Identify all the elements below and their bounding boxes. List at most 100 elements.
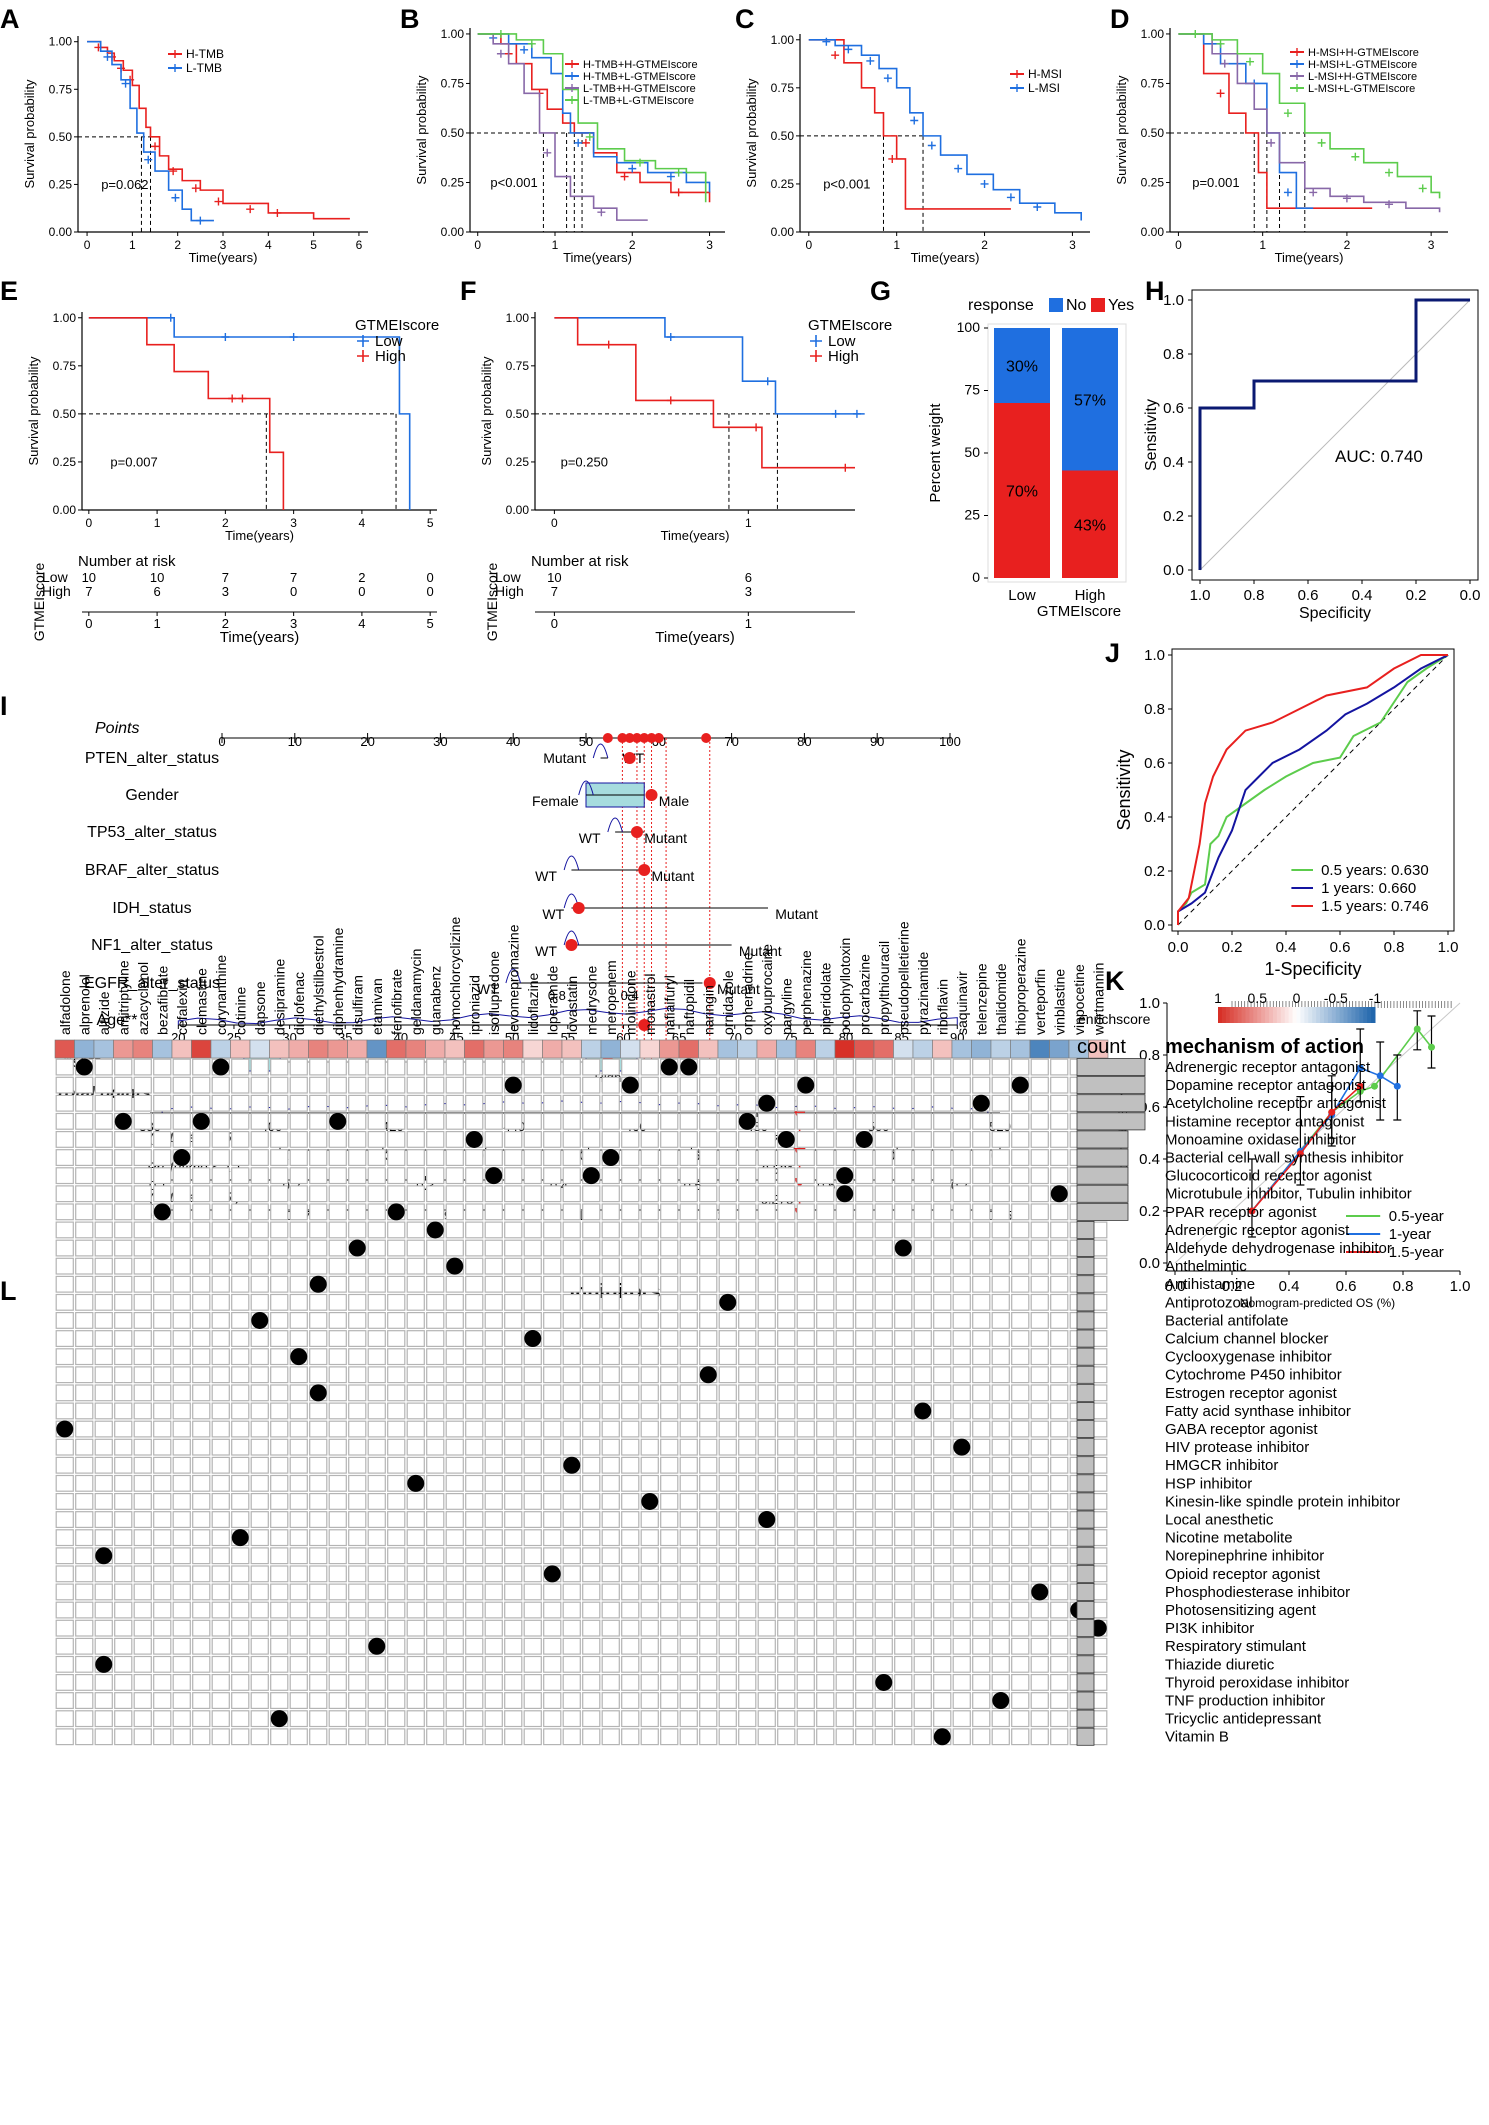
- grid-cell: [621, 1619, 640, 1637]
- grid-cell: [757, 1565, 776, 1583]
- grid-cell: [933, 1583, 952, 1601]
- mechanism-dot: [309, 1275, 327, 1293]
- grid-cell: [211, 1692, 230, 1709]
- points-label: Points: [95, 720, 139, 737]
- grid-cell: [465, 1456, 484, 1474]
- grid-cell: [991, 1130, 1010, 1148]
- grid-cell: [679, 1529, 698, 1547]
- censor-mark: [496, 49, 505, 58]
- grid-cell: [894, 1474, 913, 1492]
- grid-cell: [1050, 1167, 1069, 1185]
- grid-cell: [367, 1565, 386, 1583]
- grid-cell: [75, 1565, 94, 1583]
- points-tick-label: 70: [724, 734, 738, 749]
- grid-cell: [894, 1529, 913, 1547]
- grid-cell: [133, 1692, 152, 1709]
- grid-cell: [153, 1637, 172, 1655]
- grid-cell: [640, 1637, 659, 1655]
- enrich-cell: [1088, 1039, 1109, 1059]
- grid-cell: [679, 1185, 698, 1203]
- row-density-bump: [563, 930, 580, 946]
- count-bar: [1076, 1727, 1095, 1746]
- grid-cell: [367, 1420, 386, 1438]
- grid-cell: [55, 1112, 74, 1130]
- column-name: isoflupredone: [486, 951, 502, 1035]
- grid-cell: [660, 1076, 679, 1094]
- grid-cell: [484, 1529, 503, 1547]
- mechanism-title: mechanism of action: [1165, 1036, 1364, 1058]
- mechanism-dot: [563, 1456, 581, 1474]
- enrich-legend-cell: [1343, 1007, 1349, 1023]
- grid-cell: [660, 1655, 679, 1673]
- grid-cell: [465, 1710, 484, 1728]
- grid-cell: [816, 1583, 835, 1601]
- grid-cell: [562, 1185, 581, 1203]
- grid-cell: [75, 1094, 94, 1112]
- grid-cell: [211, 1655, 230, 1673]
- censor-mark: [1317, 138, 1326, 147]
- grid-cell: [738, 1366, 757, 1384]
- grid-cell: [270, 1094, 289, 1112]
- grid-cell: [855, 1203, 874, 1221]
- row-density-bump: [592, 743, 609, 759]
- grid-cell: [777, 1112, 796, 1130]
- grid-cell: [250, 1330, 269, 1347]
- grid-cell: [153, 1239, 172, 1257]
- row-selected-dot: [638, 864, 651, 876]
- grid-cell: [660, 1492, 679, 1510]
- grid-cell: [1030, 1601, 1049, 1619]
- risk-x-tick-label: 2: [222, 616, 229, 631]
- grid-cell: [211, 1710, 230, 1728]
- grid-cell: [250, 1456, 269, 1474]
- grid-cell: [523, 1275, 542, 1293]
- row-density-bump: [578, 780, 594, 796]
- grid-cell: [835, 1474, 854, 1492]
- grid-cell: [718, 1094, 737, 1112]
- grid-cell: [172, 1275, 191, 1293]
- grid-cell: [835, 1637, 854, 1655]
- grid-cell: [757, 1728, 776, 1746]
- grid-cell: [640, 1655, 659, 1673]
- p-value: p=0.001: [1192, 175, 1239, 190]
- grid-cell: [582, 1619, 601, 1637]
- column-name: riboflavin: [934, 979, 950, 1035]
- grid-cell: [660, 1330, 679, 1347]
- grid-cell: [952, 1112, 971, 1130]
- grid-cell: [504, 1293, 523, 1311]
- censor-mark: [289, 332, 298, 341]
- grid-cell: [211, 1221, 230, 1239]
- mechanism-dot: [524, 1330, 542, 1348]
- grid-cell: [289, 1149, 308, 1166]
- grid-cell: [933, 1420, 952, 1438]
- grid-cell: [133, 1456, 152, 1474]
- grid-cell: [640, 1094, 659, 1112]
- y-tick-label: 0.8: [1163, 346, 1184, 363]
- calib-curve-2: [1251, 1085, 1361, 1212]
- grid-cell: [348, 1456, 367, 1474]
- column-name: cefalexin: [174, 980, 190, 1035]
- enrich-legend-cell: [1288, 1007, 1294, 1023]
- grid-cell: [406, 1330, 425, 1347]
- legend-entry: H-MSI+H-GTMEIscore: [1308, 47, 1419, 59]
- grid-cell: [192, 1275, 211, 1293]
- roc-curve-1: [1177, 654, 1449, 925]
- panel-c-km-msi: C 0.000.250.500.751.000 1 2 3Time(years)Sur…: [735, 4, 1090, 265]
- grid-cell: [894, 1565, 913, 1583]
- enrich-cell: [444, 1039, 465, 1059]
- grid-cell: [348, 1637, 367, 1655]
- grid-cell: [387, 1420, 406, 1438]
- grid-cell: [231, 1728, 250, 1746]
- grid-cell: [309, 1311, 328, 1329]
- risk-group-label: High: [495, 583, 524, 599]
- grid-cell: [133, 1076, 152, 1094]
- enrich-cell: [288, 1039, 309, 1059]
- grid-cell: [153, 1311, 172, 1329]
- y-tick-label: 0.00: [506, 503, 530, 517]
- grid-cell: [640, 1565, 659, 1583]
- censor-mark: [221, 332, 230, 341]
- grid-cell: [543, 1366, 562, 1384]
- grid-cell: [933, 1167, 952, 1185]
- grid-cell: [445, 1474, 464, 1492]
- grid-cell: [835, 1655, 854, 1673]
- grid-cell: [289, 1529, 308, 1547]
